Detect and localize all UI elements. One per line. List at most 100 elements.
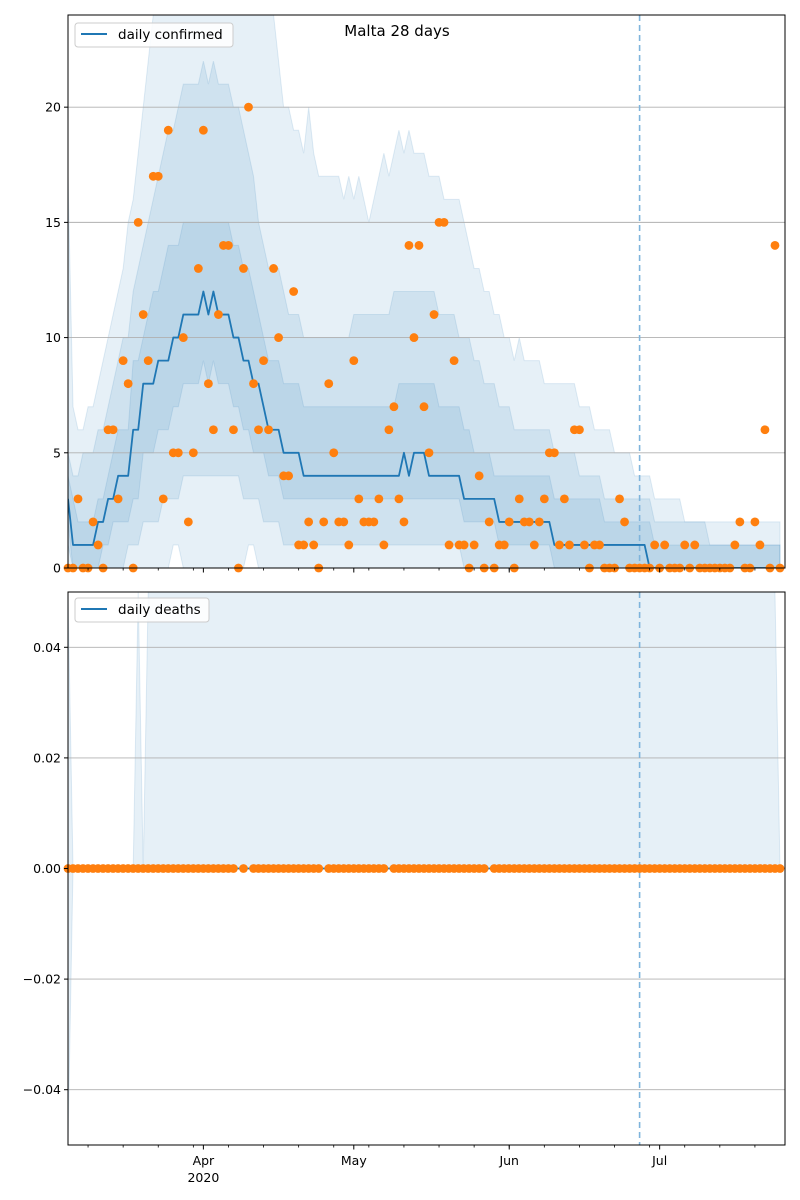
series-line-confirmed (68, 290, 780, 568)
data-point (424, 448, 434, 458)
data-point (133, 217, 143, 227)
data-point (118, 356, 128, 366)
data-point (123, 379, 133, 389)
data-point (379, 540, 389, 550)
data-point (349, 356, 359, 366)
data-point (163, 125, 173, 135)
y-tick-label: 0 (53, 561, 61, 576)
data-point (439, 217, 449, 227)
data-point (183, 517, 193, 527)
data-point (224, 241, 233, 250)
data-point (369, 517, 379, 527)
band-outer (68, 15, 781, 568)
data-point (203, 379, 213, 389)
data-point (429, 310, 439, 319)
series-points-deaths (63, 864, 785, 873)
data-point (444, 540, 454, 550)
data-point (414, 241, 424, 250)
data-point (329, 448, 339, 458)
data-point (514, 494, 524, 504)
data-point (680, 540, 690, 550)
data-point (534, 517, 544, 527)
data-point (409, 333, 419, 342)
data-point (284, 471, 294, 481)
data-point (580, 540, 589, 550)
y-tick-label: 5 (53, 445, 61, 460)
data-point (289, 287, 299, 296)
data-point (484, 517, 494, 527)
data-point (299, 540, 309, 550)
data-point (469, 540, 479, 550)
data-point (399, 517, 409, 527)
y-tick-label: 20 (45, 100, 61, 115)
data-point (374, 494, 384, 504)
panel-daily-confirmed: 0 5 10 15 20 Malta 28 days daily confirmed (45, 14, 786, 576)
data-point (760, 425, 770, 435)
y-tick-label: −0.04 (23, 1082, 61, 1097)
data-point (559, 494, 569, 504)
axes-frame-confirmed (67, 14, 786, 569)
data-point (529, 540, 539, 550)
data-point (214, 310, 223, 319)
data-point (309, 540, 319, 550)
data-point (419, 402, 429, 412)
data-point (229, 425, 238, 435)
data-point (244, 102, 253, 112)
data-point (138, 310, 148, 319)
data-point (239, 864, 248, 873)
y-tick-label: −0.02 (23, 972, 61, 987)
data-point (755, 540, 765, 550)
data-point (274, 333, 283, 342)
data-point (524, 517, 534, 527)
data-point (499, 540, 509, 550)
data-point (344, 540, 354, 550)
data-point (354, 494, 364, 504)
data-point (539, 494, 549, 504)
legend-deaths: daily deaths (74, 597, 210, 623)
data-point (690, 540, 700, 550)
data-point (474, 471, 484, 481)
x-tick-label: Jun (498, 1153, 519, 1168)
confidence-bands-confirmed (68, 15, 781, 568)
data-point (750, 517, 760, 527)
data-point (549, 448, 559, 458)
data-point (394, 494, 404, 504)
y-tick-label: 0.04 (33, 640, 61, 655)
data-point (650, 540, 660, 550)
x-tick-year-label: 2020 (187, 1170, 219, 1185)
data-point (615, 494, 624, 504)
data-point (249, 379, 258, 389)
data-point (259, 356, 268, 366)
y-tick-label: 10 (45, 330, 61, 345)
x-tick-label: Apr (193, 1153, 215, 1168)
data-point (449, 356, 459, 366)
data-point (188, 448, 198, 458)
y-tick-label: 0.02 (33, 750, 61, 765)
data-point (304, 517, 314, 527)
data-point (153, 171, 163, 181)
data-point (730, 540, 740, 550)
data-point (314, 864, 324, 873)
data-point (178, 333, 188, 342)
series-points-confirmed (63, 102, 785, 573)
data-point (108, 425, 118, 435)
data-point (379, 864, 389, 873)
data-point (384, 425, 394, 435)
data-point (173, 448, 183, 458)
data-point (143, 356, 153, 366)
data-point (158, 494, 168, 504)
data-point (565, 540, 574, 550)
legend-box (74, 22, 234, 48)
data-point (595, 540, 604, 550)
legend-confirmed: daily confirmed (74, 22, 234, 48)
series-line (68, 290, 780, 568)
y-tick-label: 0.00 (33, 861, 61, 876)
data-point (660, 540, 670, 550)
data-point (319, 517, 329, 527)
data-point (554, 540, 564, 550)
data-point (254, 425, 263, 435)
data-point (479, 864, 489, 873)
data-point (339, 517, 349, 527)
data-point (575, 425, 584, 435)
